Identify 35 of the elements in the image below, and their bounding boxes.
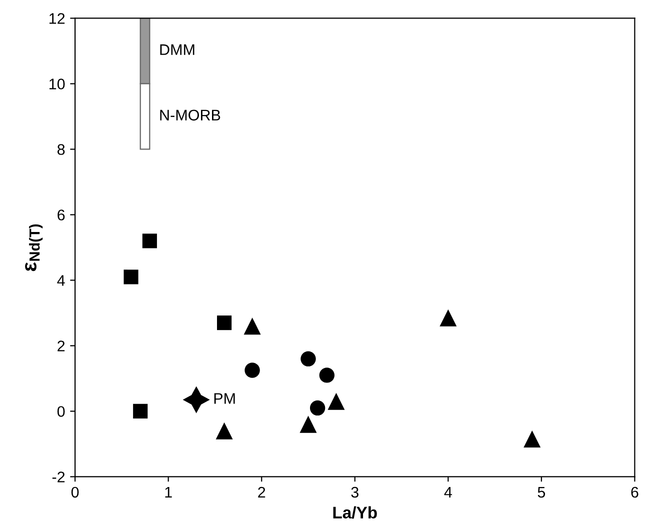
y-tick-label: 0 bbox=[57, 406, 65, 417]
point bbox=[328, 392, 345, 410]
point bbox=[440, 309, 457, 326]
y-tick-label: 12 bbox=[50, 13, 65, 24]
x-tick-label: 1 bbox=[165, 487, 172, 498]
y-tick-label: 2 bbox=[58, 340, 65, 352]
point bbox=[524, 430, 541, 448]
x-axis-title: La/Yb bbox=[333, 506, 377, 519]
y-tick-label: -2 bbox=[52, 472, 65, 482]
point bbox=[300, 416, 317, 433]
point bbox=[319, 368, 335, 383]
point bbox=[142, 234, 157, 248]
x-tick-label: 4 bbox=[444, 487, 452, 498]
point bbox=[216, 422, 233, 440]
x-tick-label: 5 bbox=[538, 487, 546, 498]
point bbox=[182, 386, 210, 414]
x-tick-label: 2 bbox=[258, 486, 266, 498]
x-tick-label: 3 bbox=[351, 486, 358, 498]
y-tick-label: 8 bbox=[58, 144, 65, 155]
y-axis-title: ε$_{Nd(T)}$ bbox=[25, 224, 43, 272]
series-label: PM bbox=[214, 393, 235, 404]
x-tick-label: 6 bbox=[631, 486, 638, 498]
point bbox=[124, 270, 138, 284]
x-tick-label: 0 bbox=[71, 486, 79, 498]
point bbox=[133, 404, 148, 418]
y-tick-label: 4 bbox=[57, 275, 65, 286]
series-label: DMM bbox=[160, 44, 194, 55]
point bbox=[217, 316, 232, 330]
point bbox=[244, 318, 261, 335]
series-label: N-MORB bbox=[160, 110, 220, 121]
point bbox=[310, 400, 326, 416]
y-tick-label: 6 bbox=[58, 210, 65, 220]
point bbox=[300, 351, 316, 366]
y-tick-label: 10 bbox=[50, 78, 65, 90]
point bbox=[244, 362, 260, 378]
